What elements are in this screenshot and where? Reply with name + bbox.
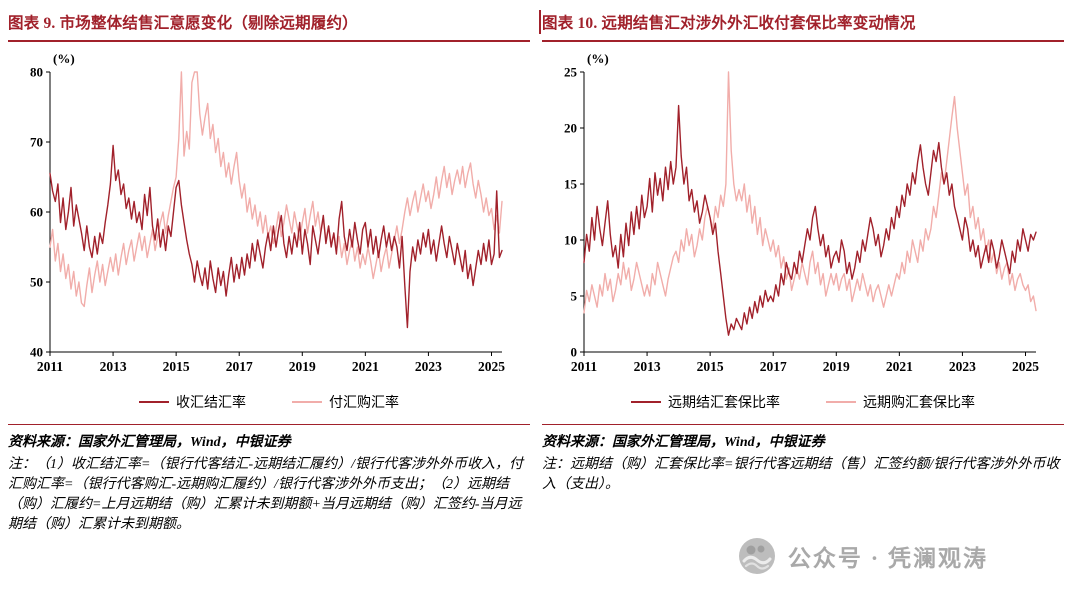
x-tick-label: 2021 [886, 359, 913, 374]
dark-red-line-swatch [631, 401, 661, 403]
x-tick-label: 2021 [352, 359, 379, 374]
y-tick-label: 50 [30, 275, 43, 290]
legend-item: 远期购汇套保比率 [826, 392, 975, 412]
x-tick-label: 2011 [571, 359, 598, 374]
pink-line-swatch [826, 401, 856, 403]
figure-9-notes: 注：（1）收汇结汇率=（银行代客结汇-远期结汇履约）/银行代客涉外外币收入，付汇… [8, 457, 523, 532]
y-tick-label: 0 [571, 345, 578, 360]
x-tick-label: 2023 [949, 359, 976, 374]
x-tick-label: 2025 [1012, 359, 1039, 374]
figure-9-chart: (%) 40 50 60 70 80 2011 2013 2015 2017 2019 2021 202… [30, 51, 505, 374]
figure-9-title: 图表 9. 市场整体结售汇意愿变化（剔除远期履约） [8, 6, 530, 42]
y-tick-label: 15 [564, 177, 578, 192]
y-tick-label: 5 [571, 289, 578, 304]
y-tick-label: 25 [564, 65, 578, 80]
figure-9-panel: 图表 9. 市场整体结售汇意愿变化（剔除远期履约） (%) 40 50 60 70 80 2… [8, 6, 530, 535]
y-tick-label: 20 [564, 121, 577, 136]
x-tick-label: 2019 [289, 359, 316, 374]
legend-item: 收汇结汇率 [139, 392, 246, 412]
y-tick-label: 80 [30, 65, 43, 80]
y-tick-label: 10 [564, 233, 577, 248]
dark-red-line-swatch [139, 401, 169, 403]
figure-10-legend: 远期结汇套保比率 远期购汇套保比率 [542, 392, 1064, 412]
legend-label: 远期购汇套保比率 [863, 396, 975, 411]
legend-label: 收汇结汇率 [176, 396, 246, 411]
figure-10-source-block: 资料来源：国家外汇管理局，Wind，中银证券 注：远期结（购）汇套保比率=银行代… [542, 424, 1064, 495]
source-text: 资料来源：国家外汇管理局，Wind，中银证券 [8, 435, 291, 450]
legend-item: 远期结汇套保比率 [631, 392, 780, 412]
legend-item: 付汇购汇率 [292, 392, 399, 412]
watermark-text: 公众号 · 凭澜观涛 [787, 546, 988, 571]
x-tick-label: 2015 [697, 359, 724, 374]
y-tick-label: 40 [30, 345, 43, 360]
x-tick-label: 2017 [226, 359, 253, 374]
x-tick-label: 2023 [415, 359, 442, 374]
x-tick-label: 2015 [163, 359, 190, 374]
y-tick-label: 70 [30, 135, 43, 150]
pinglanguantao-logo-icon [738, 537, 776, 575]
x-tick-label: 2019 [823, 359, 850, 374]
figure-10-panel: 图表 10. 远期结售汇对涉外外汇收付套保比率变动情况 (%) 0 5 10 15 20 2… [542, 6, 1064, 535]
title-divider [539, 10, 541, 34]
figure-10-notes: 注：远期结（购）汇套保比率=银行代客远期结（售）汇签约额/银行代客涉外外币收入（… [542, 457, 1060, 492]
x-tick-label: 2013 [634, 359, 661, 374]
wechat-watermark: 公众号 · 凭澜观涛 [738, 537, 988, 575]
y-tick-label: 60 [30, 205, 43, 220]
x-tick-label: 2017 [760, 359, 787, 374]
y-axis-unit-label: (%) [587, 51, 609, 66]
figure-9-legend: 收汇结汇率 付汇购汇率 [8, 392, 530, 412]
pink-line-swatch [292, 401, 322, 403]
legend-label: 付汇购汇率 [329, 396, 399, 411]
series-line-收汇结汇率 [49, 144, 503, 329]
series-line-远期购汇套保比率 [583, 71, 1037, 314]
series-line-远期结汇套保比率 [583, 104, 1037, 336]
figure-9-source-block: 资料来源：国家外汇管理局，Wind，中银证券 注：（1）收汇结汇率=（银行代客结… [8, 424, 530, 535]
x-tick-label: 2025 [478, 359, 505, 374]
x-tick-label: 2011 [37, 359, 64, 374]
report-figures-page: 图表 9. 市场整体结售汇意愿变化（剔除远期履约） (%) 40 50 60 70 80 2… [8, 6, 1064, 535]
x-tick-label: 2013 [100, 359, 127, 374]
series-line-付汇购汇率 [49, 71, 503, 308]
source-text: 资料来源：国家外汇管理局，Wind，中银证券 [542, 435, 825, 450]
y-axis-unit-label: (%) [53, 51, 75, 66]
legend-label: 远期结汇套保比率 [668, 396, 780, 411]
figure-10-title: 图表 10. 远期结售汇对涉外外汇收付套保比率变动情况 [542, 6, 1064, 42]
